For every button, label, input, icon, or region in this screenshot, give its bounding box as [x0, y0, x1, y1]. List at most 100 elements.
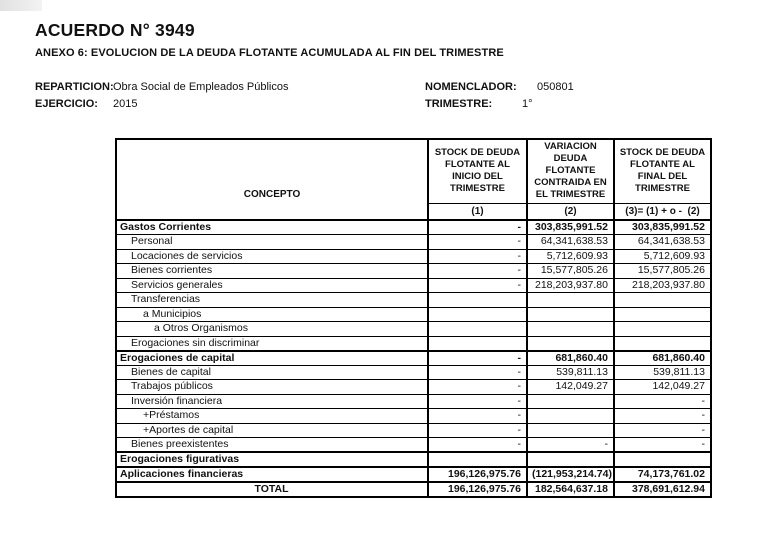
concept-cell: Aplicaciones financieras [115, 466, 429, 483]
col3-cell: 142,049.27 [613, 379, 712, 395]
header-variacion: VARIACION DEUDA FLOTANTE CONTRAIDA EN EL… [526, 138, 615, 204]
col2-cell: 681,860.40 [526, 349, 615, 366]
table-row: Gastos Corrientes -303,835,991.52 303,835,… [115, 219, 712, 235]
col2-cell [526, 408, 615, 424]
col1-cell: 196,126,975.76 [427, 466, 528, 483]
col1-cell: - [427, 379, 528, 395]
table-row: Erogaciones figurativas [115, 451, 712, 468]
table-body: Gastos Corrientes -303,835,991.52 303,835,… [115, 219, 712, 498]
col1-cell: - [427, 408, 528, 424]
col3-cell: - [613, 393, 712, 409]
col3-cell: 539,811.13 [613, 364, 712, 380]
concept-cell: Erogaciones figurativas [115, 451, 429, 468]
page-title: ACUERDO N° 3949 [35, 20, 195, 40]
col2-cell: 142,049.27 [526, 379, 615, 395]
col2-cell [526, 306, 615, 322]
concept-cell: Locaciones de servicios [115, 248, 429, 264]
col1-cell [427, 321, 528, 337]
trimestre-label: TRIMESTRE: [425, 98, 493, 110]
table-row: +Aportes de capital - - [115, 422, 712, 438]
col3-cell: 218,203,937.80 [613, 277, 712, 293]
trimestre-row: TRIMESTRE: 1° [425, 98, 533, 110]
table-row: Erogaciones sin discriminar [115, 335, 712, 351]
scan-artifact [0, 0, 42, 11]
col1-cell: 196,126,975.76 [427, 481, 528, 498]
subheader-3: (3)= (1) + o - (2) [613, 202, 712, 221]
col1-cell: - [427, 393, 528, 409]
col3-cell: 15,577,805.26 [613, 263, 712, 279]
subheader-2: (2) [526, 202, 615, 221]
col3-cell [613, 451, 712, 468]
table-row: a Municipios [115, 306, 712, 322]
table-row: +Préstamos - - [115, 408, 712, 424]
col2-cell: - [526, 437, 615, 453]
table-row: Trabajos públicos -142,049.27 142,049.27 [115, 379, 712, 395]
col1-cell [427, 306, 528, 322]
concept-cell: Personal [115, 234, 429, 250]
col1-cell: - [427, 349, 528, 366]
total-row: TOTAL 196,126,975.76 182,564,637.18 378,691… [115, 481, 712, 498]
concept-cell: Bienes preexistentes [115, 437, 429, 453]
concept-cell: Inversión financiera [115, 393, 429, 409]
reparticion-row: REPARTICION:Obra Social de Empleados Púb… [35, 81, 288, 93]
col1-cell: - [427, 219, 528, 235]
concept-cell: Erogaciones de capital [115, 349, 429, 366]
col3-cell: 303,835,991.52 [613, 219, 712, 235]
col3-cell [613, 306, 712, 322]
table-row: Locaciones de servicios -5,712,609.93 5,71… [115, 248, 712, 264]
header-row: CONCEPTO STOCK DE DEUDA FLOTANTE AL INIC… [115, 138, 712, 221]
nomenclador-row: NOMENCLADOR: 050801 [425, 81, 574, 93]
table-row: Transferencias [115, 292, 712, 308]
col3-cell: - [613, 422, 712, 438]
table-row: Erogaciones de capital -681,860.40 681,860… [115, 349, 712, 366]
concept-cell: TOTAL [115, 481, 429, 498]
table-row: Personal -64,341,638.53 64,341,638.53 [115, 234, 712, 250]
concept-cell: +Aportes de capital [115, 422, 429, 438]
col2-cell [526, 321, 615, 337]
col2-cell: 5,712,609.93 [526, 248, 615, 264]
ejercicio-row: EJERCICIO: 2015 [35, 98, 137, 110]
trimestre-value: 1° [522, 98, 533, 110]
ejercicio-label: EJERCICIO: [35, 98, 98, 110]
header-concepto: CONCEPTO [115, 138, 429, 221]
nomenclador-label: NOMENCLADOR: [425, 81, 517, 93]
col2-cell [526, 335, 615, 351]
table-row: a Otros Organismos [115, 321, 712, 337]
concept-cell: Transferencias [115, 292, 429, 308]
col2-cell [526, 422, 615, 438]
col3-cell: - [613, 408, 712, 424]
table-row: Servicios generales -218,203,937.80 218,20… [115, 277, 712, 293]
col2-cell: 539,811.13 [526, 364, 615, 380]
col1-cell: - [427, 422, 528, 438]
table-row: Bienes preexistentes - - - [115, 437, 712, 453]
col3-cell: 74,173,761.02 [613, 466, 712, 483]
col2-cell: 182,564,637.18 [526, 481, 615, 498]
concept-cell: a Municipios [115, 306, 429, 322]
col1-cell: - [427, 248, 528, 264]
col1-cell: - [427, 364, 528, 380]
col2-cell [526, 393, 615, 409]
col1-cell [427, 451, 528, 468]
table-row: Inversión financiera - - [115, 393, 712, 409]
col1-cell: - [427, 277, 528, 293]
concept-cell: Bienes de capital [115, 364, 429, 380]
concept-cell: +Préstamos [115, 408, 429, 424]
table-row: Bienes corrientes -15,577,805.26 15,577,80… [115, 263, 712, 279]
subheader-1: (1) [427, 202, 528, 221]
col3-cell [613, 335, 712, 351]
col3-cell: 5,712,609.93 [613, 248, 712, 264]
col2-cell [526, 292, 615, 308]
nomenclador-value: 050801 [537, 81, 574, 93]
col1-cell: - [427, 263, 528, 279]
col1-cell [427, 335, 528, 351]
subheader-row: (1) (2) (3)= (1) + o - (2) [116, 202, 712, 221]
table-row: Bienes de capital -539,811.13 539,811.13 [115, 364, 712, 380]
table-header: CONCEPTO STOCK DE DEUDA FLOTANTE AL INIC… [115, 138, 712, 221]
col2-cell: 303,835,991.52 [526, 219, 615, 235]
col2-cell: (121,953,214.74) [526, 466, 615, 483]
col3-cell [613, 321, 712, 337]
col2-cell: 64,341,638.53 [526, 234, 615, 250]
col2-cell [526, 451, 615, 468]
concept-cell: a Otros Organismos [115, 321, 429, 337]
table-row: Aplicaciones financieras 196,126,975.76 (1… [115, 466, 712, 483]
